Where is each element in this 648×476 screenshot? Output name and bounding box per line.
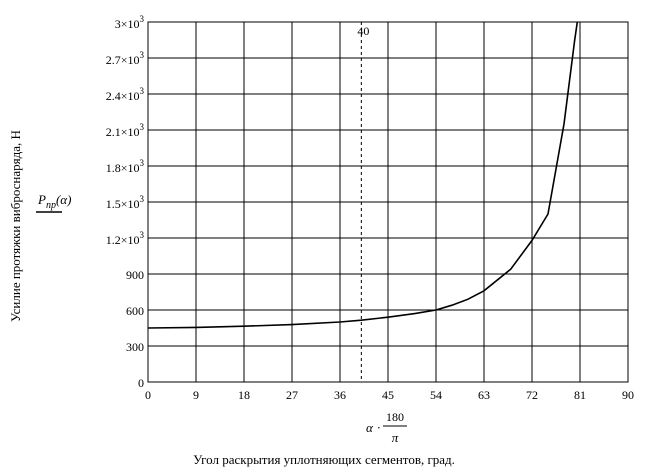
y-expr-text: Pпр(α) (37, 192, 71, 211)
plot-frame (147, 21, 629, 383)
x-tick-labels: 0 9 18 27 36 45 54 63 72 81 90 (145, 388, 634, 402)
y-tick-label: 300 (126, 340, 144, 354)
x-tick-label: 63 (478, 388, 490, 402)
y-tick-label: 2.1×103 (106, 122, 145, 139)
x-expr-var: α (366, 420, 374, 435)
x-tick-label: 27 (286, 388, 298, 402)
y-tick-label: 600 (126, 304, 144, 318)
x-tick-label: 9 (193, 388, 199, 402)
y-expr-func: P (37, 192, 46, 207)
x-tick-label: 90 (622, 388, 634, 402)
y-tick-label: 2.7×103 (106, 50, 145, 67)
marker-line-label: 40 (357, 24, 369, 38)
y-tick-label: 3×103 (115, 14, 145, 31)
x-expr-dot: · (377, 420, 380, 435)
series-line (147, 21, 579, 329)
y-axis-expression: Pпр(α) (36, 192, 71, 213)
x-tick-label: 81 (574, 388, 586, 402)
x-expr-num: 180 (386, 410, 404, 424)
x-tick-label: 36 (334, 388, 346, 402)
y-tick-labels: 0 300 600 900 1.2×103 1.5×103 1.8×103 2.1×103 2.… (106, 14, 145, 390)
x-tick-label: 72 (526, 388, 538, 402)
y-tick-label: 1.2×103 (106, 230, 145, 247)
x-tick-label: 45 (382, 388, 394, 402)
y-expr-arg: (α) (56, 192, 71, 207)
grid (147, 21, 629, 383)
x-expr-den: π (392, 430, 399, 445)
marker-line-group: 40 (357, 22, 369, 382)
x-tick-label: 18 (238, 388, 250, 402)
x-axis-label: Угол раскрытия уплотняющих сегментов, гр… (193, 452, 455, 467)
series-group (147, 21, 579, 329)
y-tick-label: 2.4×103 (106, 86, 145, 103)
y-tick-label: 0 (138, 376, 144, 390)
x-tick-label: 0 (145, 388, 151, 402)
y-expr-sub: пр (46, 200, 56, 211)
y-tick-label: 1.8×103 (106, 158, 145, 175)
x-tick-label: 54 (430, 388, 442, 402)
x-axis-expression: α · 180 π (366, 410, 407, 445)
y-axis-label: Усилие протяжки виброснаряда, Н (8, 130, 23, 322)
y-tick-label: 1.5×103 (106, 194, 145, 211)
y-tick-label: 900 (126, 268, 144, 282)
